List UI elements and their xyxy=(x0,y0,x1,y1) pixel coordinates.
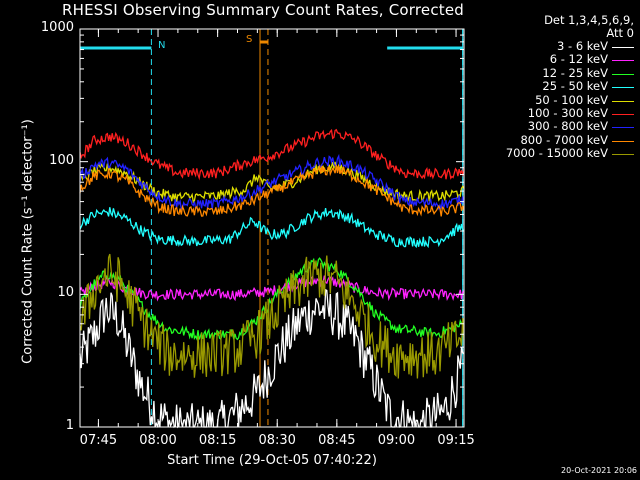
legend-header-line-2: Att 0 xyxy=(606,26,634,40)
x-tick-label-1: 08:00 xyxy=(139,433,177,448)
legend-swatch-8 xyxy=(612,154,634,156)
legend: Det 1,3,4,5,6,9, Att 0 3 - 6 keV 6 - 12 k… xyxy=(470,14,638,161)
legend-label-3: 25 - 50 keV xyxy=(542,79,608,94)
legend-entry-5: 100 - 300 keV xyxy=(470,105,638,120)
series-line-5 xyxy=(79,128,465,181)
legend-entry-8: 7000 - 15000 keV xyxy=(470,146,638,161)
plot-frame xyxy=(79,28,465,428)
y-axis-label: Corrected Count Rate (s⁻¹ detector⁻¹) xyxy=(20,119,36,364)
series-line-6 xyxy=(79,153,465,211)
legend-label-6: 300 - 800 keV xyxy=(527,119,608,134)
series-line-1 xyxy=(79,275,465,302)
legend-swatch-5 xyxy=(612,113,634,115)
legend-label-4: 50 - 100 keV xyxy=(535,92,608,107)
legend-swatch-3 xyxy=(612,87,634,89)
legend-entry-1: 6 - 12 keV xyxy=(470,52,638,67)
y-tick-label-3: 1000 xyxy=(40,20,74,35)
x-tick-label-3: 08:30 xyxy=(258,433,296,448)
legend-entry-2: 12 - 25 keV xyxy=(470,65,638,80)
x-tick-label-6: 09:15 xyxy=(437,433,475,448)
legend-label-1: 6 - 12 keV xyxy=(549,52,608,67)
legend-label-7: 800 - 7000 keV xyxy=(520,132,608,147)
legend-entry-6: 300 - 800 keV xyxy=(470,119,638,134)
legend-label-2: 12 - 25 keV xyxy=(542,65,608,80)
series-line-8 xyxy=(79,253,465,379)
legend-label-0: 3 - 6 keV xyxy=(557,39,608,53)
legend-entry-3: 25 - 50 keV xyxy=(470,79,638,94)
legend-swatch-0 xyxy=(612,47,634,48)
legend-label-5: 100 - 300 keV xyxy=(527,105,608,120)
legend-swatch-6 xyxy=(612,127,634,129)
x-tick-label-4: 08:45 xyxy=(318,433,356,448)
legend-swatch-7 xyxy=(612,140,634,142)
series-line-3 xyxy=(79,207,465,249)
generated-timestamp: 20-Oct-2021 20:06 xyxy=(561,466,637,475)
legend-swatch-2 xyxy=(612,73,634,75)
legend-label-8: 7000 - 15000 keV xyxy=(505,146,608,161)
y-tick-label-1: 10 xyxy=(57,285,74,301)
saa-marker-label: S xyxy=(246,34,253,45)
legend-entries: 3 - 6 keV 6 - 12 keV 12 - 25 keV 25 - 50 ke… xyxy=(470,39,638,161)
legend-entry-4: 50 - 100 keV xyxy=(470,92,638,107)
x-tick-label-5: 09:00 xyxy=(377,433,416,448)
series-line-7 xyxy=(79,164,465,217)
x-tick-label-2: 08:15 xyxy=(198,433,237,448)
x-axis-label: Start Time (29-Oct-05 07:40:22) xyxy=(167,453,377,468)
legend-header-line-1: Det 1,3,4,5,6,9, xyxy=(544,13,634,27)
legend-entry-0: 3 - 6 keV xyxy=(470,39,638,53)
x-tick-label-0: 07:45 xyxy=(79,433,118,448)
night-marker-label: N xyxy=(158,40,166,51)
chart-title: RHESSI Observing Summary Count Rates, Co… xyxy=(62,1,465,19)
legend-swatch-1 xyxy=(612,60,634,62)
legend-entry-7: 800 - 7000 keV xyxy=(470,132,638,147)
y-tick-label-0: 1 xyxy=(65,418,74,433)
y-tick-label-2: 100 xyxy=(49,152,74,168)
legend-swatch-4 xyxy=(612,100,634,102)
